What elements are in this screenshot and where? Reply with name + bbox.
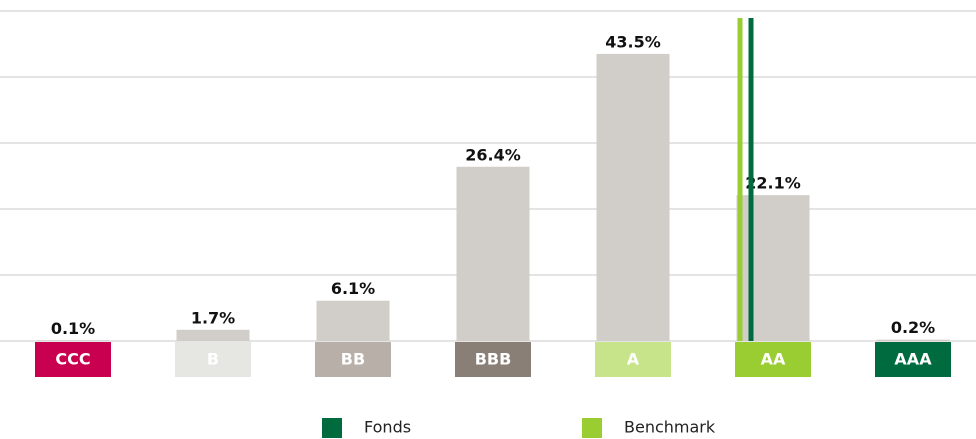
legend-swatch: [582, 418, 602, 438]
legend-label: Fonds: [364, 418, 411, 437]
category-box: [595, 342, 671, 377]
value-label: 43.5%: [605, 32, 661, 51]
x-tick-label: CCC: [55, 350, 90, 369]
value-label: 26.4%: [465, 145, 521, 164]
value-label: 0.1%: [51, 319, 95, 338]
value-label: 6.1%: [331, 279, 375, 298]
bar: [596, 53, 670, 342]
x-tick-label: BB: [341, 350, 365, 369]
bar: [316, 300, 390, 341]
category-box: [735, 342, 811, 377]
category-box: [315, 342, 391, 377]
legend-label: Benchmark: [624, 418, 716, 437]
x-tick-label: BBB: [475, 350, 512, 369]
category-box: [35, 342, 111, 377]
x-tick-label: AA: [761, 350, 786, 369]
x-tick-label: AAA: [894, 350, 932, 369]
bar: [456, 166, 530, 341]
bar: [176, 329, 250, 341]
x-tick-label: A: [627, 350, 640, 369]
x-tick-label: B: [207, 350, 219, 369]
value-label: 1.7%: [191, 308, 235, 327]
value-label: 0.2%: [891, 318, 935, 337]
category-box: [175, 342, 251, 377]
category-box: [455, 342, 531, 377]
bar: [876, 339, 950, 341]
category-box: [875, 342, 951, 377]
legend-swatch: [322, 418, 342, 438]
value-label: 22.1%: [745, 174, 801, 193]
bar: [736, 195, 810, 341]
bar: [36, 340, 110, 341]
